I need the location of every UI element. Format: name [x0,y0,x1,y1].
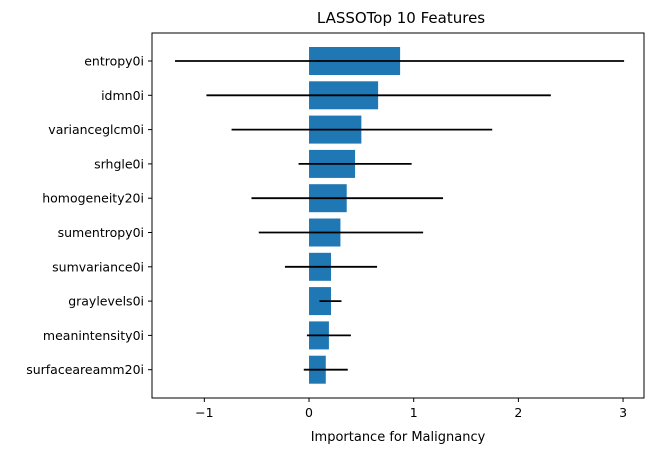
y-tick-label: sumentropy0i [58,225,144,240]
x-tick-label: −1 [195,405,213,420]
errorbars-layer [175,60,625,371]
y-tick-label: sumvariance0i [52,259,144,274]
plot-frame [151,32,645,399]
x-tick-label: 0 [305,405,313,420]
y-tick-label: graylevels0i [68,294,144,309]
y-tick-label: meanintensity0i [43,328,144,343]
x-tick-label: 3 [619,405,627,420]
y-tick-label: homogeneity20i [42,191,144,206]
x-tick-label: 1 [410,405,418,420]
x-axis: −1 0 1 2 3 [195,398,627,420]
x-axis-label: Importance for Malignancy [311,430,486,445]
y-tick-label: entropy0i [84,54,144,69]
y-tick-label: varianceglcm0i [48,122,144,137]
chart-title: LASSOTop 10 Features [317,9,485,27]
y-tick-label: idmn0i [101,88,144,103]
y-tick-label: surfaceareamm20i [26,362,144,377]
x-tick-label: 2 [514,405,522,420]
y-tick-label: srhgle0i [94,156,144,171]
y-axis: entropy0i idmn0i varianceglcm0i srhgle0i hom… [26,54,152,377]
bars-layer [309,47,401,384]
